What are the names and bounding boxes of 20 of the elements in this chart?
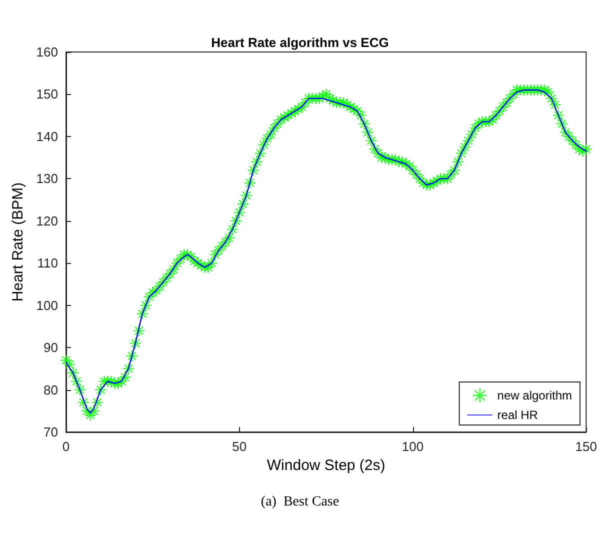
x-tick-label: 150: [575, 439, 598, 454]
legend-label: real HR: [497, 408, 538, 422]
y-tick-label: 120: [36, 213, 58, 228]
x-tick-label: 50: [232, 439, 247, 454]
x-tick-label: 100: [402, 439, 424, 454]
x-tick-label: 0: [62, 439, 70, 454]
legend-label: new algorithm: [497, 388, 572, 402]
y-tick-label: 130: [36, 171, 58, 186]
y-tick-label: 110: [37, 256, 58, 271]
y-tick-label: 140: [36, 128, 58, 144]
chart-title: Heart Rate algorithm vs ECG: [211, 35, 389, 50]
text: (a) Best Case: [260, 494, 340, 510]
y-tick-label: 90: [44, 340, 58, 356]
x-axis-title: Window Step (2s): [266, 457, 386, 474]
y-tick-label: 160: [36, 44, 58, 60]
y-tick-label: 70: [44, 424, 58, 440]
y-axis-title: Heart Rate (BPM): [9, 182, 26, 302]
y-tick-label: 150: [36, 86, 58, 102]
y-tick-label: 100: [36, 298, 58, 313]
y-tick-label: 80: [44, 382, 58, 398]
